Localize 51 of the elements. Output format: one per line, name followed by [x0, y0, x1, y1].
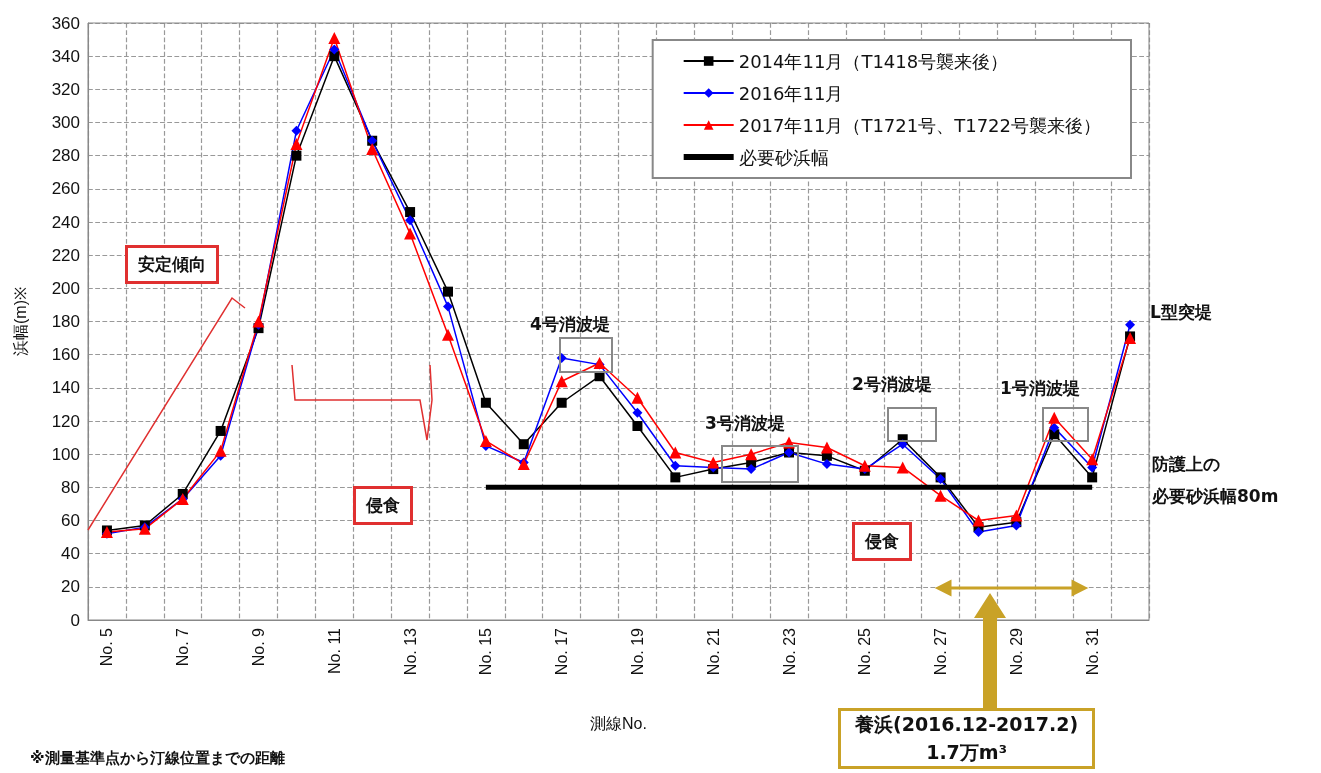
y-tick-label: 160: [51, 345, 80, 365]
text: 必要砂浜幅80m: [1152, 485, 1279, 508]
y-tick-label: 40: [61, 544, 80, 564]
y-tick-label: 140: [51, 378, 80, 398]
annotation: 3号消波堤: [705, 412, 785, 435]
x-tick-label: No. 19: [628, 627, 646, 676]
text: L型突堤: [1150, 301, 1212, 324]
annotation: 4号消波堤: [530, 313, 610, 336]
annotation: 侵食: [353, 486, 413, 525]
annotation: 侵食: [852, 522, 912, 561]
y-axis-title: 浜幅(m)※: [11, 287, 29, 356]
y-tick-label: 260: [51, 179, 80, 199]
y-tick-label: 320: [51, 79, 80, 99]
y-tick-label: 300: [51, 113, 80, 132]
y-tick-label: 340: [51, 46, 80, 66]
y-tick-label: 60: [61, 511, 80, 530]
x-tick-label: No. 7: [174, 627, 192, 667]
y-tick-label: 120: [51, 411, 80, 431]
x-tick-label: No. 31: [1083, 627, 1101, 676]
legend-label: 2017年11月（T1721号、T1722号襲来後）: [738, 114, 1102, 136]
x-tick-label: No. 25: [856, 627, 874, 676]
x-axis-title: 測線No.: [590, 714, 647, 732]
text: 防護上の: [1152, 453, 1220, 476]
y-tick-label: 360: [51, 13, 80, 33]
x-tick-label: No. 21: [704, 627, 722, 676]
y-tick-label: 20: [61, 577, 80, 597]
x-tick-label: No. 9: [250, 627, 268, 667]
text: 養浜(2016.12-2017.2) 1.7万m³: [838, 708, 1096, 770]
x-tick-label: No. 17: [553, 627, 571, 676]
y-tick-label: 80: [61, 477, 80, 497]
y-tick-label: 220: [51, 245, 80, 265]
annotation: 2号消波堤: [852, 373, 932, 396]
legend-label: 2016年11月: [738, 82, 844, 104]
x-tick-label: No. 13: [401, 627, 419, 676]
x-tick-label: No. 11: [325, 627, 343, 674]
y-tick-label: 200: [51, 278, 80, 298]
x-tick-label: No. 23: [780, 627, 798, 676]
x-tick-label: No. 5: [98, 627, 116, 667]
text: ※測量基準点から汀線位置までの距離: [30, 748, 285, 769]
y-tick-label: 280: [51, 146, 80, 166]
x-tick-label: No. 29: [1007, 627, 1025, 676]
annotation: 安定傾向: [125, 245, 219, 284]
x-tick-label: No. 15: [477, 627, 495, 676]
legend-label: 必要砂浜幅: [738, 146, 829, 168]
y-tick-label: 100: [51, 444, 80, 464]
x-tick-label: No. 27: [932, 627, 950, 676]
y-tick-label: 240: [51, 212, 80, 232]
annotation: 1号消波堤: [1000, 377, 1080, 400]
y-tick-label: 180: [51, 312, 80, 331]
legend-label: 2014年11月（T1418号襲来後）: [738, 50, 1009, 72]
y-tick-label: 0: [70, 610, 80, 630]
